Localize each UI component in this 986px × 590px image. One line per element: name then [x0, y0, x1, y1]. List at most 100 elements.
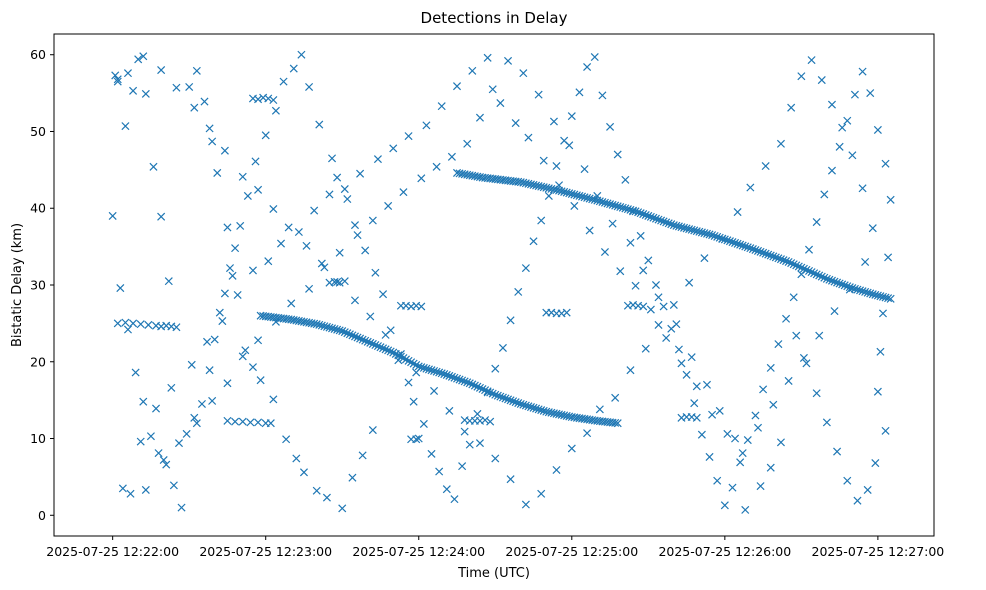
scatter-point — [639, 266, 648, 275]
scatter-point — [690, 226, 699, 235]
scatter-point — [187, 360, 196, 369]
scatter-point — [822, 274, 831, 283]
scatter-point — [537, 489, 546, 498]
scatter-point — [452, 374, 462, 383]
y-tick-label: 30 — [30, 278, 46, 293]
scatter-point — [708, 410, 717, 419]
scatter-point — [488, 85, 497, 94]
scatter-point — [881, 159, 890, 168]
scatter-point — [511, 119, 520, 128]
scatter-point — [628, 207, 638, 216]
scatter-point — [876, 347, 885, 356]
scatter-point — [177, 503, 186, 512]
scatter-point — [555, 181, 564, 190]
scatter-point — [731, 238, 740, 247]
scatter-point — [379, 344, 388, 353]
scatter-point — [539, 156, 548, 165]
scatter-point — [751, 411, 760, 420]
scatter-point — [616, 267, 625, 276]
scatter-point — [129, 86, 138, 95]
scatter-point — [506, 396, 515, 405]
scatter-point — [445, 371, 454, 380]
scatter-point — [496, 392, 505, 401]
scatter-point — [294, 228, 303, 237]
scatter-point — [654, 215, 663, 224]
scatter-point — [108, 211, 117, 220]
scatter-point — [779, 256, 788, 265]
scatter-point — [333, 325, 342, 334]
scatter-point — [646, 305, 655, 314]
scatter-point — [185, 82, 194, 91]
scatter-point — [534, 90, 543, 99]
scatter-point — [123, 69, 132, 78]
scatter-point — [702, 229, 712, 238]
scatter-point — [700, 254, 709, 263]
scatter-point — [611, 418, 620, 427]
scatter-point — [348, 473, 357, 482]
scatter-point — [419, 363, 428, 372]
scatter-point — [697, 430, 706, 439]
scatter-point — [759, 385, 768, 394]
scatter-point — [315, 320, 324, 329]
scatter-point — [460, 427, 469, 436]
scatter-point — [450, 495, 459, 504]
scatter-point — [580, 193, 589, 202]
scatter-point — [674, 222, 683, 231]
scatter-point — [598, 197, 607, 207]
scatter-point — [509, 397, 518, 406]
scatter-point — [659, 302, 668, 311]
scatter-point — [123, 325, 132, 334]
scatter-point — [310, 319, 319, 328]
scatter-point — [504, 56, 513, 65]
scatter-point — [384, 346, 393, 355]
scatter-point — [606, 122, 615, 131]
scatter-point — [590, 53, 599, 62]
scatter-point — [603, 199, 612, 208]
scatter-point — [496, 99, 505, 108]
scatter-point — [129, 319, 138, 328]
scatter-point — [743, 436, 752, 445]
y-tick-label: 10 — [30, 431, 46, 446]
scatter-point — [825, 275, 834, 284]
scatter-point — [861, 257, 870, 266]
scatter-point — [685, 225, 694, 234]
scatter-point — [358, 335, 367, 344]
scatter-point — [753, 423, 763, 432]
scatter-point — [532, 404, 541, 413]
scatter-point — [231, 244, 240, 253]
scatter-point — [626, 366, 635, 375]
scatter-point — [731, 434, 740, 443]
scatter-point — [787, 103, 796, 112]
scatter-point — [519, 69, 528, 78]
scatter-point — [266, 419, 275, 428]
scatter-point — [223, 416, 232, 425]
scatter-point — [651, 280, 660, 290]
scatter-point — [756, 247, 765, 256]
scatter-point — [552, 185, 561, 195]
scatter-point — [878, 292, 888, 301]
scatter-point — [172, 323, 181, 332]
scatter-point — [233, 290, 242, 300]
scatter-point — [776, 255, 785, 264]
x-axis-title: Time (UTC) — [457, 566, 530, 581]
scatter-point — [256, 376, 265, 385]
scatter-point — [572, 191, 581, 200]
scatter-point — [787, 259, 796, 268]
scatter-point — [412, 368, 421, 377]
scatter-point — [774, 340, 783, 349]
scatter-point — [486, 388, 495, 397]
scatter-point — [328, 154, 337, 163]
scatter-point — [565, 189, 574, 198]
scatter-point — [182, 429, 191, 438]
scatter-point — [769, 252, 778, 261]
scatter-point — [817, 272, 826, 281]
scatter-point — [312, 320, 321, 329]
scatter-point — [340, 277, 349, 286]
scatter-point — [560, 187, 569, 196]
scatter-point — [687, 225, 696, 234]
scatter-point — [450, 373, 459, 382]
x-tick-label: 2025-07-25 12:27:00 — [812, 544, 945, 559]
scatter-point — [157, 212, 166, 221]
scatter-point — [269, 204, 278, 214]
scatter-point — [231, 417, 240, 426]
